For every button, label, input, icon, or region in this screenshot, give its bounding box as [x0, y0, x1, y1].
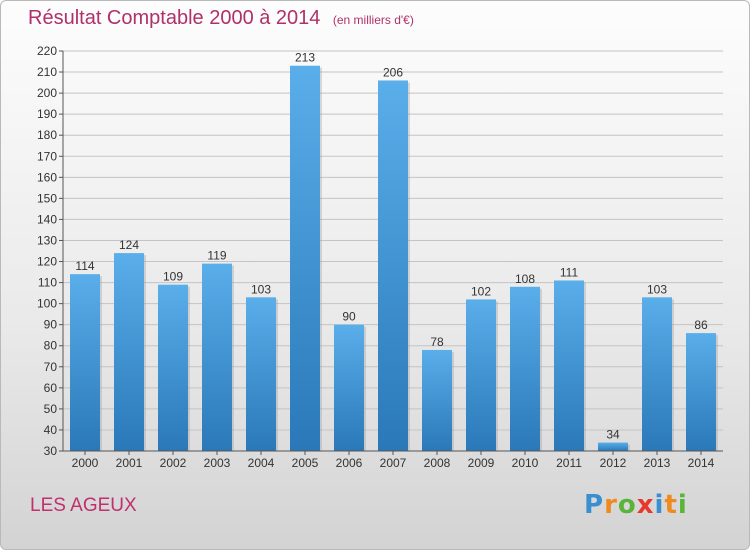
bars: 114 124 109 119 103 213 90 206 78 102 108 111 34 103 8… — [70, 51, 718, 451]
y-tick-label: 70 — [44, 360, 58, 374]
bar — [422, 349, 452, 451]
data-label: 86 — [694, 318, 708, 332]
data-label: 124 — [119, 238, 139, 252]
y-tick-label: 40 — [44, 423, 58, 437]
x-tick-label: 2000 — [72, 456, 99, 470]
bar — [466, 299, 496, 451]
y-tick-label: 150 — [37, 191, 57, 205]
x-tick-label: 2006 — [336, 456, 363, 470]
title-row: Résultat Comptable 2000 à 2014 (en milli… — [28, 7, 414, 30]
proxiti-logo[interactable]: Proxiti — [584, 490, 688, 520]
x-tick-label: 2001 — [116, 456, 143, 470]
x-tick-label: 2004 — [248, 456, 275, 470]
data-label: 103 — [647, 282, 667, 296]
y-tick-label: 140 — [37, 212, 57, 226]
y-tick-label: 130 — [37, 233, 57, 247]
data-label: 213 — [295, 51, 315, 65]
chart-subtitle: (en milliers d'€) — [332, 13, 414, 27]
y-tick-label: 200 — [37, 86, 57, 100]
y-tick-label: 50 — [44, 402, 58, 416]
y-tick-label: 190 — [37, 107, 57, 121]
data-label: 102 — [471, 284, 491, 298]
data-label: 206 — [383, 65, 403, 79]
x-tick-label: 2002 — [160, 456, 187, 470]
bar — [510, 286, 540, 451]
data-label: 78 — [430, 335, 444, 349]
data-label: 114 — [75, 259, 94, 273]
bar — [114, 253, 144, 451]
y-tick-label: 220 — [37, 44, 57, 58]
bar — [70, 274, 100, 451]
axes: 30 40 50 60 70 80 90 100 110 120 130 140 150 160 170 18… — [37, 44, 723, 470]
bar — [378, 80, 408, 451]
x-tick-label: 2009 — [468, 456, 495, 470]
data-label: 90 — [342, 310, 356, 324]
bar — [246, 297, 276, 451]
y-tick-label: 60 — [44, 381, 58, 395]
data-label: 119 — [207, 249, 226, 263]
y-tick-label: 80 — [44, 339, 58, 353]
bar — [334, 324, 364, 451]
x-tick-label: 2010 — [512, 456, 539, 470]
x-tick-label: 2007 — [380, 456, 407, 470]
data-label: 111 — [560, 265, 579, 279]
y-tick-label: 210 — [37, 65, 57, 79]
bar — [686, 333, 716, 451]
chart-title: Résultat Comptable 2000 à 2014 — [28, 7, 321, 29]
x-tick-label: 2005 — [292, 456, 319, 470]
x-tick-label: 2014 — [688, 456, 715, 470]
bar — [202, 263, 232, 451]
bar — [598, 442, 628, 451]
y-tick-label: 180 — [37, 128, 57, 142]
bar — [554, 280, 584, 451]
y-tick-label: 90 — [44, 318, 58, 332]
y-tick-label: 110 — [38, 276, 57, 290]
data-label: 34 — [606, 428, 620, 442]
y-tick-label: 30 — [44, 444, 58, 458]
x-tick-label: 2012 — [600, 456, 627, 470]
y-tick-label: 160 — [37, 170, 57, 184]
y-tick-label: 100 — [37, 297, 57, 311]
bar — [642, 297, 672, 451]
commune-name: LES AGEUX — [30, 495, 137, 516]
x-tick-label: 2013 — [644, 456, 671, 470]
x-tick-label: 2003 — [204, 456, 231, 470]
y-tick-label: 170 — [37, 149, 57, 163]
data-label: 108 — [515, 272, 535, 286]
bar — [158, 284, 188, 451]
y-tick-label: 120 — [37, 255, 57, 269]
data-label: 109 — [163, 270, 183, 284]
x-tick-label: 2011 — [556, 456, 582, 470]
data-label: 103 — [251, 282, 271, 296]
bar — [290, 65, 320, 451]
x-tick-label: 2008 — [424, 456, 451, 470]
